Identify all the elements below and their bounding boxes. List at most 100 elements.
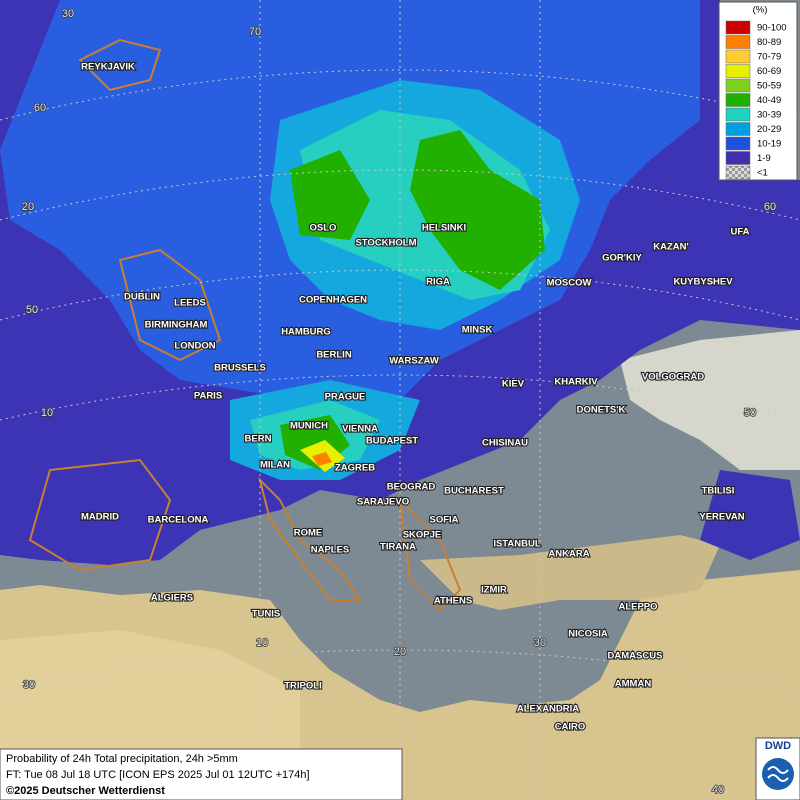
legend-swatch (725, 165, 751, 180)
precip-80-89 (312, 452, 332, 466)
parallel (0, 69, 800, 121)
city-label: ALEXANDRIA (517, 704, 579, 715)
city-label: WARSZAW (389, 356, 439, 367)
city-labels: REYKJAVIK OSLO STOCKHOLM HELSINKI DUBLIN LEED… (80, 60, 751, 733)
city-label: TIRANA (380, 542, 416, 553)
city-label: BEOGRAD (387, 482, 436, 493)
city-label: RIGA (426, 277, 450, 288)
legend-label: 70-79 (757, 52, 781, 63)
city-label: MUNICH (290, 421, 328, 432)
grid-label: 20 (394, 646, 406, 658)
grid-labels: 30 70 60 20 50 10 30 10 20 30 40 50 60 (21, 7, 777, 797)
city-label: ROME (294, 528, 323, 539)
city-label: DAMASCUS (608, 651, 663, 662)
city-label: ATHENS (434, 596, 472, 607)
city-label: COPENHAGEN (299, 295, 367, 306)
grid-label: 30 (23, 679, 35, 691)
legend-swatch (725, 49, 751, 64)
city-label: HELSINKI (422, 223, 466, 234)
city-label: NICOSIA (568, 629, 608, 640)
grid-label: 50 (744, 407, 756, 419)
legend-label: <1 (757, 168, 768, 179)
city-label: GOR'KIY (602, 253, 642, 264)
city-label: DONETS'K (577, 405, 626, 416)
grid-label: 50 (26, 304, 38, 316)
legend-swatch (725, 64, 751, 78)
city-label: TBILISI (702, 486, 735, 497)
legend-label: 40-49 (757, 95, 781, 106)
city-label: SARAJEVO (357, 497, 409, 508)
legend-swatch (725, 136, 751, 151)
grid-label: 60 (764, 201, 776, 213)
legend-label: 20-29 (757, 124, 781, 135)
city-label: KAZAN' (653, 242, 689, 253)
city-label: ALEPPO (618, 602, 657, 613)
footer-copyright: ©2025 Deutscher Wetterdienst (6, 785, 165, 797)
precip-1-9 (140, 470, 800, 560)
coastline (28, 38, 462, 612)
anatolia (420, 535, 720, 610)
city-label: YEREVAN (699, 512, 744, 523)
city-label: OSLO (310, 223, 337, 234)
city-label: SOFIA (429, 515, 458, 526)
city-label: BUDAPEST (366, 436, 418, 447)
legend-label: 80-89 (757, 37, 781, 48)
logo-emblem (762, 758, 794, 790)
legend-swatch (725, 93, 751, 107)
city-label: CHISINAU (482, 438, 528, 449)
legend-label: 1-9 (757, 153, 771, 164)
logo-text: DWD (765, 740, 791, 752)
city-label: ANKARA (548, 549, 589, 560)
city-label: CAIRO (555, 722, 586, 733)
city-label: MOSCOW (547, 278, 592, 289)
city-label: KHARKIV (554, 377, 598, 388)
legend-label: 90-100 (757, 23, 787, 34)
logo-waves (767, 766, 789, 782)
parallel (0, 374, 800, 421)
legend-swatch (725, 151, 751, 165)
city-label: SKOPJE (403, 530, 442, 541)
city-label: MADRID (81, 512, 119, 523)
grid-label: 30 (534, 637, 546, 649)
city-label: MINSK (462, 325, 493, 336)
legend-swatch (725, 107, 751, 122)
city-label: TUNIS (252, 609, 281, 620)
grid-label: 10 (256, 637, 268, 649)
legend-unit: (%) (753, 5, 768, 16)
legend: (%) 90-100 80-89 70-79 60-69 50-59 40-49 30-39… (718, 1, 798, 181)
grid-label: 70 (249, 26, 261, 38)
city-label: UFA (731, 227, 750, 238)
city-label: KIEV (502, 379, 525, 390)
city-label: ISTANBUL (493, 539, 541, 550)
city-label: PARIS (194, 391, 222, 402)
city-label: BARCELONA (148, 515, 209, 526)
city-label: BERLIN (316, 350, 352, 361)
legend-swatch (725, 122, 751, 136)
legend-label: 30-39 (757, 110, 781, 121)
legend-label: 10-19 (757, 139, 781, 150)
grid-label: 30 (62, 8, 74, 20)
footer-forecast: FT: Tue 08 Jul 18 UTC [ICON EPS 2025 Jul… (6, 769, 310, 781)
legend-label: 50-59 (757, 81, 781, 92)
grid-label: 20 (22, 201, 34, 213)
grid-label: 60 (34, 102, 46, 114)
city-label: LEEDS (174, 298, 206, 309)
steppe (620, 330, 800, 470)
footer-title: Probability of 24h Total precipitation, … (6, 753, 238, 765)
city-label: REYKJAVIK (81, 62, 135, 73)
city-label: DUBLIN (124, 292, 160, 303)
parallel (0, 269, 800, 321)
city-label: BRUSSELS (214, 363, 266, 374)
city-label: STOCKHOLM (355, 238, 416, 249)
legend-swatch (725, 78, 751, 93)
legend-swatch (725, 20, 751, 35)
city-label: VOLGOGRAD (642, 372, 704, 383)
parallel (0, 649, 800, 691)
city-label: BUCHAREST (444, 486, 504, 497)
legend-label: 60-69 (757, 66, 781, 77)
city-label: ZAGREB (335, 463, 375, 474)
city-label: MILAN (260, 460, 290, 471)
